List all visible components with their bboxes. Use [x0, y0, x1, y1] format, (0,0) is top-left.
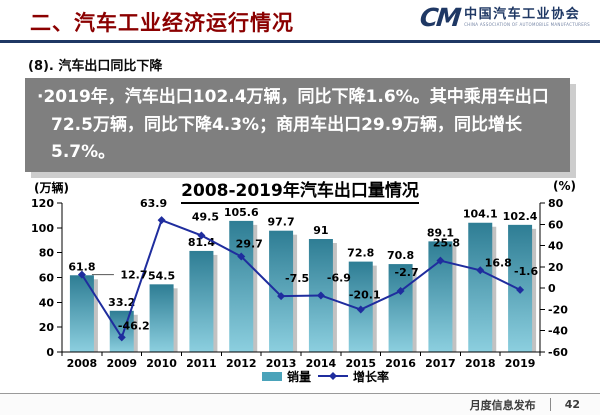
- svg-text:2016: 2016: [385, 357, 416, 370]
- svg-text:61.8: 61.8: [68, 260, 95, 273]
- footer-divider: [549, 398, 551, 411]
- chart-title-wrap: 2008-2019年汽车出口量情况: [20, 176, 580, 204]
- svg-text:增长率: 增长率: [353, 369, 389, 384]
- footer-label: 月度信息发布: [469, 398, 536, 412]
- svg-text:-60: -60: [548, 346, 568, 359]
- svg-text:33.2: 33.2: [108, 296, 135, 309]
- org-name-english: CHINA ASSOCIATION OF AUTOMOBILE MANUFACT…: [464, 21, 590, 27]
- svg-text:-20: -20: [548, 303, 568, 316]
- svg-text:-2.7: -2.7: [395, 266, 419, 279]
- svg-text:29.7: 29.7: [236, 238, 263, 251]
- export-chart: (万辆) 2008-2019年汽车出口量情况 (%) 0 20 40 60 80 100 1…: [20, 176, 580, 388]
- org-name-chinese: 中国汽车工业协会: [464, 7, 581, 23]
- svg-text:2019: 2019: [505, 357, 536, 370]
- summary-text: ·2019年，汽车出口102.4万辆，同比下降1.6%。其中乘用车出口72.5万…: [37, 84, 560, 167]
- svg-text:49.5: 49.5: [192, 210, 219, 223]
- caam-logo: CM 中国汽车工业协会 CHINA ASSOCIATION OF AUTOMOB…: [418, 3, 590, 32]
- svg-text:120: 120: [31, 197, 54, 210]
- svg-text:60: 60: [39, 272, 55, 285]
- page-title: 二、汽车工业经济运行情况: [30, 11, 294, 35]
- caam-logo-icon: CM: [418, 3, 461, 32]
- footer-bar: 月度信息发布 42: [0, 394, 600, 415]
- svg-text:-6.9: -6.9: [327, 271, 351, 284]
- summary-callout-box: ·2019年，汽车出口102.4万辆，同比下降1.6%。其中乘用车出口72.5万…: [25, 78, 570, 172]
- svg-text:2018: 2018: [465, 357, 496, 370]
- svg-text:80: 80: [548, 197, 564, 210]
- svg-text:72.8: 72.8: [347, 247, 374, 260]
- svg-text:2013: 2013: [266, 357, 297, 370]
- svg-text:105.6: 105.6: [224, 206, 259, 219]
- svg-text:-1.6: -1.6: [514, 265, 538, 278]
- svg-text:销量: 销量: [287, 369, 311, 384]
- svg-text:102.4: 102.4: [503, 210, 538, 223]
- svg-text:0: 0: [46, 346, 54, 359]
- svg-text:2010: 2010: [146, 357, 177, 370]
- summary-text-content: 2019年，汽车出口102.4万辆，同比下降1.6%。其中乘用车出口72.5万辆…: [43, 87, 549, 163]
- svg-text:2012: 2012: [226, 357, 257, 370]
- svg-text:20: 20: [39, 321, 55, 334]
- svg-text:54.5: 54.5: [148, 269, 175, 282]
- caam-logo-text: 中国汽车工业协会 CHINA ASSOCIATION OF AUTOMOBILE…: [464, 7, 590, 27]
- export-chart-svg: 0 20 40 60 80 100 120 -60 -40 -20 0 20 40 60 80 2008 200…: [31, 197, 568, 384]
- chart-title: 2008-2019年汽车出口量情况: [181, 176, 419, 204]
- svg-text:2017: 2017: [425, 357, 456, 370]
- svg-text:100: 100: [31, 222, 54, 235]
- svg-text:91: 91: [313, 224, 328, 237]
- svg-text:104.1: 104.1: [463, 208, 498, 221]
- section-subtitle: (8). 汽车出口同比下降: [28, 59, 163, 74]
- svg-text:2008: 2008: [67, 357, 98, 370]
- svg-text:-46.2: -46.2: [118, 319, 150, 332]
- right-axis-unit-label: (%): [553, 179, 576, 193]
- header-divider-rule: [0, 40, 600, 43]
- svg-text:80: 80: [39, 247, 55, 260]
- svg-text:-20.1: -20.1: [349, 289, 381, 302]
- page-number: 42: [564, 398, 580, 411]
- svg-text:2014: 2014: [306, 357, 337, 370]
- svg-text:0: 0: [548, 282, 556, 295]
- svg-text:63.9: 63.9: [140, 197, 167, 210]
- svg-text:40: 40: [548, 240, 564, 253]
- left-axis-unit-label: (万辆): [34, 181, 69, 195]
- footer-divider-rule: [0, 393, 600, 394]
- svg-text:16.8: 16.8: [485, 256, 512, 269]
- svg-text:-7.5: -7.5: [285, 272, 309, 285]
- svg-text:97.7: 97.7: [268, 216, 295, 229]
- svg-text:89.1: 89.1: [427, 226, 454, 239]
- svg-text:2011: 2011: [186, 357, 217, 370]
- svg-text:60: 60: [548, 218, 564, 231]
- svg-text:2015: 2015: [345, 357, 376, 370]
- svg-text:70.8: 70.8: [387, 249, 414, 262]
- svg-text:-40: -40: [548, 325, 568, 338]
- svg-text:2009: 2009: [106, 357, 137, 370]
- svg-text:20: 20: [548, 261, 564, 274]
- svg-text:40: 40: [39, 296, 55, 309]
- svg-text:12.7: 12.7: [120, 269, 147, 282]
- bullet-marker: ·: [37, 87, 44, 107]
- svg-text:25.8: 25.8: [433, 237, 460, 250]
